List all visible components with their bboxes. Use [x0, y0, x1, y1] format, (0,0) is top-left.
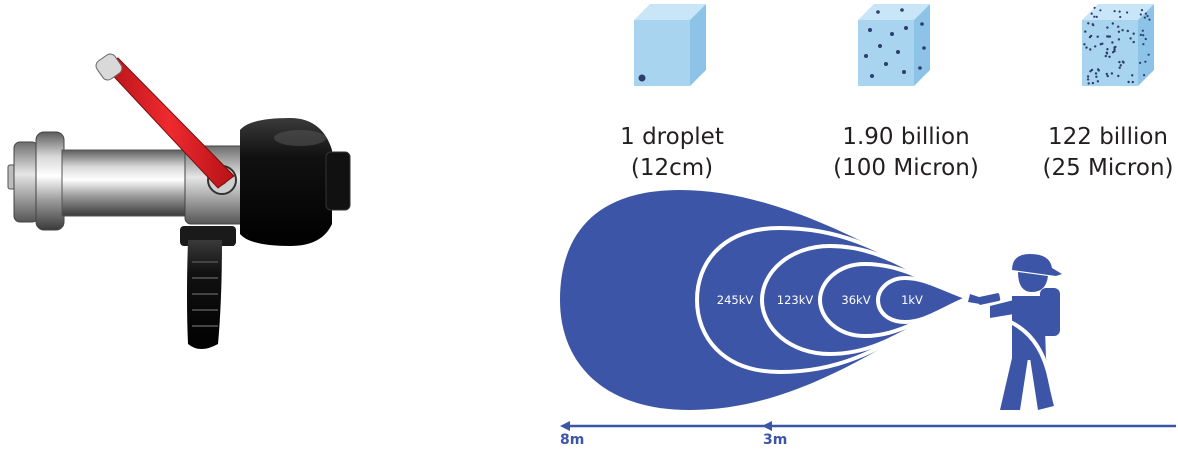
droplet-size-3: (25 Micron) — [1042, 155, 1174, 181]
plume-1kv — [875, 275, 974, 325]
droplet-size-1: (12cm) — [630, 155, 714, 181]
plume-123kv — [759, 243, 973, 357]
voltage-label-245: 245kV — [717, 293, 754, 307]
distance-3m: 3m — [763, 432, 788, 448]
droplet-label-3: 122 billion (25 Micron) — [1008, 122, 1178, 184]
droplet-label-2: 1.90 billion (100 Micron) — [806, 122, 1006, 184]
arrow-left-icon — [762, 421, 772, 431]
droplet-label-1: 1 droplet (12cm) — [572, 122, 772, 184]
single-droplet-cube — [634, 4, 706, 86]
arrow-left-icon — [560, 421, 570, 431]
voltage-label-36: 36kV — [841, 293, 870, 307]
voltage-label-1: 1kV — [901, 293, 923, 307]
hundred-micron-cube — [858, 4, 930, 86]
firefighter-icon — [968, 254, 1062, 421]
droplet-size-2: (100 Micron) — [833, 155, 979, 181]
plume-245kv — [694, 225, 973, 375]
twentyfive-micron-cube — [1082, 4, 1154, 86]
plume-36kv — [817, 261, 974, 339]
distance-8m: 8m — [560, 432, 585, 448]
voltage-label-123: 123kV — [777, 293, 814, 307]
plume-outer — [560, 190, 968, 410]
droplet-count-1: 1 droplet — [620, 124, 724, 150]
droplet-count-2: 1.90 billion — [842, 124, 970, 150]
droplet-count-3: 122 billion — [1047, 124, 1169, 150]
nozzle-photo — [7, 53, 351, 349]
